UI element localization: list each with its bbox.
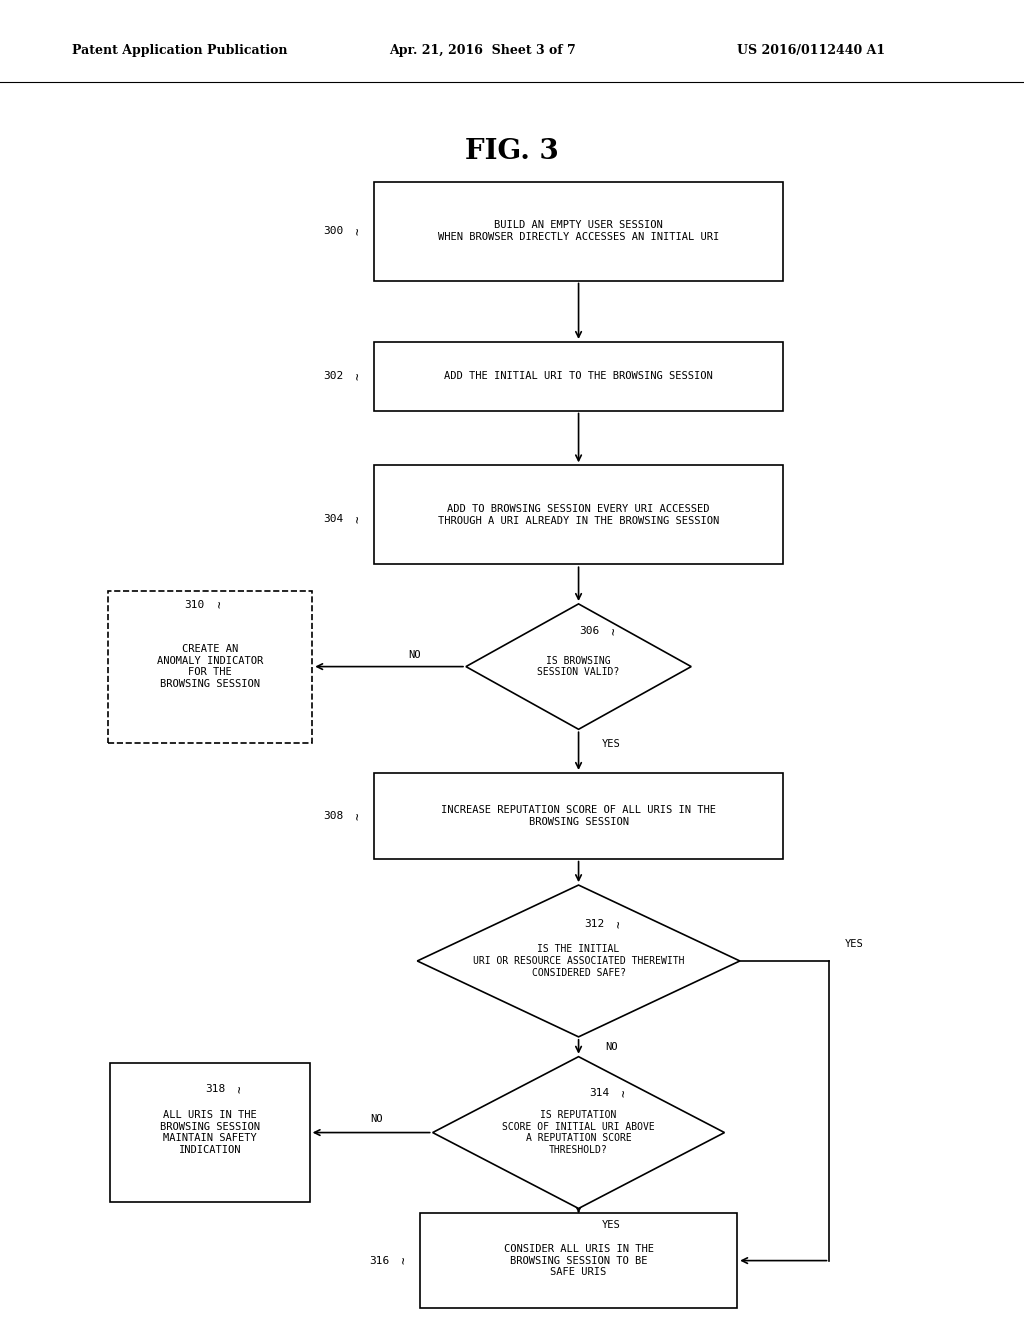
Text: ∼: ∼ — [351, 515, 365, 523]
Text: ∼: ∼ — [612, 920, 626, 928]
Text: IS BROWSING
SESSION VALID?: IS BROWSING SESSION VALID? — [538, 656, 620, 677]
FancyBboxPatch shape — [420, 1213, 737, 1308]
Text: 316: 316 — [369, 1255, 389, 1266]
Text: Apr. 21, 2016  Sheet 3 of 7: Apr. 21, 2016 Sheet 3 of 7 — [389, 44, 575, 57]
Text: ALL URIS IN THE
BROWSING SESSION
MAINTAIN SAFETY
INDICATION: ALL URIS IN THE BROWSING SESSION MAINTAI… — [160, 1110, 260, 1155]
Text: 310: 310 — [184, 599, 205, 610]
Text: CONSIDER ALL URIS IN THE
BROWSING SESSION TO BE
SAFE URIS: CONSIDER ALL URIS IN THE BROWSING SESSIO… — [504, 1243, 653, 1278]
Text: 302: 302 — [323, 371, 343, 381]
Text: 314: 314 — [589, 1088, 609, 1098]
Text: ∼: ∼ — [213, 601, 226, 609]
Polygon shape — [466, 605, 691, 729]
Text: ADD THE INITIAL URI TO THE BROWSING SESSION: ADD THE INITIAL URI TO THE BROWSING SESS… — [444, 371, 713, 381]
Polygon shape — [432, 1056, 724, 1209]
Text: 304: 304 — [323, 513, 343, 524]
Text: ∼: ∼ — [233, 1085, 247, 1093]
Text: IS REPUTATION
SCORE OF INITIAL URI ABOVE
A REPUTATION SCORE
THRESHOLD?: IS REPUTATION SCORE OF INITIAL URI ABOVE… — [502, 1110, 655, 1155]
Polygon shape — [418, 884, 739, 1038]
Text: BUILD AN EMPTY USER SESSION
WHEN BROWSER DIRECTLY ACCESSES AN INITIAL URI: BUILD AN EMPTY USER SESSION WHEN BROWSER… — [438, 220, 719, 242]
Text: 306: 306 — [579, 626, 599, 636]
Text: IS THE INITIAL
URI OR RESOURCE ASSOCIATED THEREWITH
CONSIDERED SAFE?: IS THE INITIAL URI OR RESOURCE ASSOCIATE… — [473, 944, 684, 978]
FancyBboxPatch shape — [374, 466, 783, 565]
Text: NO: NO — [605, 1041, 617, 1052]
Text: ∼: ∼ — [351, 227, 365, 235]
Text: 308: 308 — [323, 810, 343, 821]
FancyBboxPatch shape — [374, 772, 783, 858]
FancyBboxPatch shape — [108, 591, 312, 742]
Text: 312: 312 — [584, 919, 604, 929]
Text: Patent Application Publication: Patent Application Publication — [72, 44, 287, 57]
Text: ADD TO BROWSING SESSION EVERY URI ACCESSED
THROUGH A URI ALREADY IN THE BROWSING: ADD TO BROWSING SESSION EVERY URI ACCESS… — [438, 504, 719, 525]
Text: CREATE AN
ANOMALY INDICATOR
FOR THE
BROWSING SESSION: CREATE AN ANOMALY INDICATOR FOR THE BROW… — [157, 644, 263, 689]
Text: NO: NO — [409, 649, 421, 660]
Text: 300: 300 — [323, 226, 343, 236]
Text: YES: YES — [602, 1220, 621, 1230]
Text: INCREASE REPUTATION SCORE OF ALL URIS IN THE
BROWSING SESSION: INCREASE REPUTATION SCORE OF ALL URIS IN… — [441, 805, 716, 826]
Text: ∼: ∼ — [351, 372, 365, 380]
Text: ∼: ∼ — [351, 812, 365, 820]
Text: ∼: ∼ — [617, 1089, 631, 1097]
Text: 318: 318 — [205, 1084, 225, 1094]
FancyBboxPatch shape — [374, 342, 783, 411]
Text: YES: YES — [845, 939, 863, 949]
Text: ∼: ∼ — [397, 1257, 411, 1265]
Text: YES: YES — [602, 739, 621, 750]
Text: US 2016/0112440 A1: US 2016/0112440 A1 — [737, 44, 886, 57]
Text: ∼: ∼ — [607, 627, 621, 635]
Text: FIG. 3: FIG. 3 — [465, 139, 559, 165]
FancyBboxPatch shape — [374, 181, 783, 281]
Text: NO: NO — [371, 1114, 383, 1125]
FancyBboxPatch shape — [110, 1064, 309, 1201]
